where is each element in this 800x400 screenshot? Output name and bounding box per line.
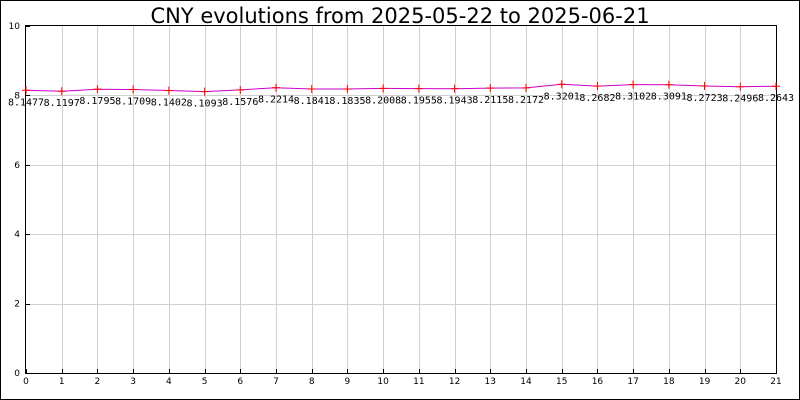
x-axis: 0 1 2 3 4 5 6 7 8 9 10 11 12 13 14 15 16 17 18 19 20 21 <box>23 369 782 387</box>
x-tick-label: 3 <box>130 377 136 387</box>
x-tick-label: 21 <box>770 377 781 387</box>
data-point <box>307 85 316 94</box>
series-line <box>25 83 777 93</box>
x-tick-label: 13 <box>485 377 496 387</box>
data-label: 8.3102 <box>615 92 651 103</box>
data-point <box>164 86 173 95</box>
data-label: 8.1795 <box>79 96 115 107</box>
y-tick-label: 10 <box>9 22 21 32</box>
x-tick-label: 17 <box>627 377 638 387</box>
x-tick-label: 11 <box>413 377 424 387</box>
chart-title: CNY evolutions from 2025-05-22 to 2025-0… <box>150 4 649 28</box>
data-label: 8.1093 <box>187 99 223 110</box>
data-label: 8.1841 <box>294 96 330 107</box>
x-tick-label: 18 <box>663 377 675 387</box>
data-point <box>557 80 566 89</box>
data-label: 8.2172 <box>508 95 544 106</box>
data-label: 8.1709 <box>115 96 151 107</box>
data-point <box>486 84 495 93</box>
x-tick-label: 9 <box>345 377 351 387</box>
data-point <box>93 85 102 94</box>
x-tick-label: 15 <box>556 377 567 387</box>
y-tick-label: 4 <box>14 230 20 240</box>
data-point <box>343 85 352 94</box>
x-tick-label: 4 <box>166 377 172 387</box>
data-point <box>629 80 638 89</box>
data-point <box>664 80 673 89</box>
data-label: 8.2496 <box>722 94 758 105</box>
x-tick-label: 8 <box>309 377 315 387</box>
data-label: 8.1402 <box>151 98 187 109</box>
data-label: 8.3091 <box>651 92 687 103</box>
x-tick-label: 12 <box>449 377 460 387</box>
data-point <box>200 87 209 96</box>
data-label: 8.2115 <box>472 95 508 106</box>
y-axis: 0 2 4 6 8 10 <box>9 22 30 379</box>
y-tick-label: 6 <box>14 161 20 171</box>
x-tick-label: 1 <box>59 377 65 387</box>
x-tick-label: 2 <box>95 377 101 387</box>
x-tick-label: 7 <box>273 377 279 387</box>
x-tick-label: 6 <box>237 377 243 387</box>
series <box>22 80 780 96</box>
data-point <box>593 82 602 91</box>
data-label: 8.1576 <box>222 97 258 108</box>
data-label: 8.1197 <box>44 98 80 109</box>
x-tick-label: 14 <box>520 377 532 387</box>
plot-frame <box>25 25 777 374</box>
x-tick-label: 19 <box>699 377 711 387</box>
data-point <box>379 84 388 93</box>
data-point <box>700 81 709 90</box>
data-label: 8.2008 <box>365 95 401 106</box>
data-point <box>236 85 245 94</box>
y-tick-label: 0 <box>14 369 20 379</box>
y-tick-label: 8 <box>14 91 20 101</box>
data-label: 8.3201 <box>544 91 580 102</box>
data-label: 8.2214 <box>258 95 294 106</box>
data-point <box>22 86 30 95</box>
data-label: 8.2643 <box>758 93 794 104</box>
y-tick-label: 2 <box>14 300 20 310</box>
x-tick-label: 16 <box>592 377 604 387</box>
data-label: 8.2682 <box>579 93 615 104</box>
data-point <box>736 82 745 91</box>
x-tick-label: 0 <box>23 377 29 387</box>
data-label: 8.2723 <box>687 93 723 104</box>
data-label: 8.1955 <box>401 96 437 107</box>
data-point <box>129 85 138 94</box>
x-tick-label: 5 <box>202 377 208 387</box>
grid <box>26 26 776 373</box>
data-point <box>272 83 280 92</box>
data-label: 8.1943 <box>437 96 473 107</box>
data-point <box>450 84 459 93</box>
x-tick-label: 10 <box>377 377 389 387</box>
data-point <box>414 84 423 93</box>
data-labels: 8.1477 8.1197 8.1795 8.1709 8.1402 8.1093 8.15… <box>8 91 794 109</box>
data-point <box>772 82 780 91</box>
data-point <box>522 83 530 92</box>
data-label: 8.1477 <box>8 97 44 108</box>
data-label: 8.1835 <box>329 96 365 107</box>
x-tick-label: 20 <box>735 377 747 387</box>
data-point <box>57 87 66 96</box>
